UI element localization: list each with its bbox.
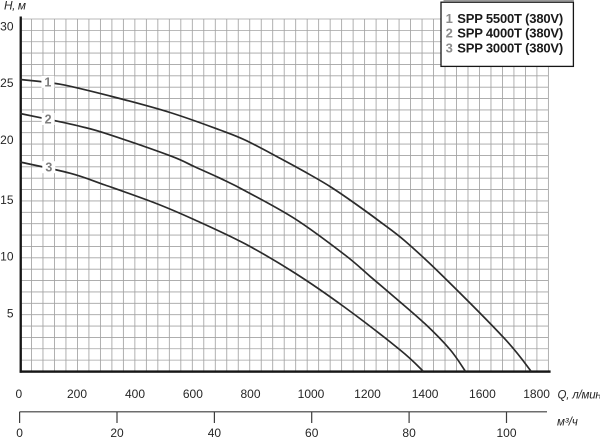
svg-text:2: 2 <box>45 113 52 127</box>
svg-text:80: 80 <box>402 426 416 439</box>
svg-text:20: 20 <box>110 426 124 439</box>
svg-text:5: 5 <box>7 307 14 321</box>
svg-text:100: 100 <box>496 426 516 439</box>
svg-text:800: 800 <box>240 387 260 401</box>
svg-text:60: 60 <box>305 426 319 439</box>
svg-text:1800: 1800 <box>523 387 550 401</box>
svg-text:1400: 1400 <box>412 387 439 401</box>
svg-text:1: 1 <box>44 75 51 89</box>
svg-text:15: 15 <box>0 193 14 207</box>
svg-text:1000: 1000 <box>298 387 325 401</box>
svg-text:SPP 5500T (380V): SPP 5500T (380V) <box>457 11 563 26</box>
svg-text:SPP 4000T (380V): SPP 4000T (380V) <box>457 26 563 41</box>
svg-text:0: 0 <box>16 387 23 401</box>
svg-text:м³/ч: м³/ч <box>557 417 578 429</box>
svg-text:H, м: H, м <box>4 0 26 13</box>
svg-text:2: 2 <box>446 26 453 41</box>
svg-text:3: 3 <box>446 40 453 55</box>
svg-text:1600: 1600 <box>469 387 496 401</box>
svg-text:40: 40 <box>208 426 222 439</box>
svg-text:200: 200 <box>67 387 87 401</box>
svg-text:30: 30 <box>0 20 14 34</box>
svg-text:SPP 3000T (380V): SPP 3000T (380V) <box>457 40 563 55</box>
svg-text:1200: 1200 <box>354 387 381 401</box>
svg-text:400: 400 <box>125 387 145 401</box>
svg-text:Q, л/мин: Q, л/мин <box>558 390 600 402</box>
svg-text:10: 10 <box>0 250 14 264</box>
svg-text:20: 20 <box>0 133 14 147</box>
svg-text:3: 3 <box>45 161 52 175</box>
svg-text:25: 25 <box>0 76 14 90</box>
svg-text:600: 600 <box>183 387 203 401</box>
svg-text:0: 0 <box>16 426 23 439</box>
svg-text:1: 1 <box>446 11 453 26</box>
